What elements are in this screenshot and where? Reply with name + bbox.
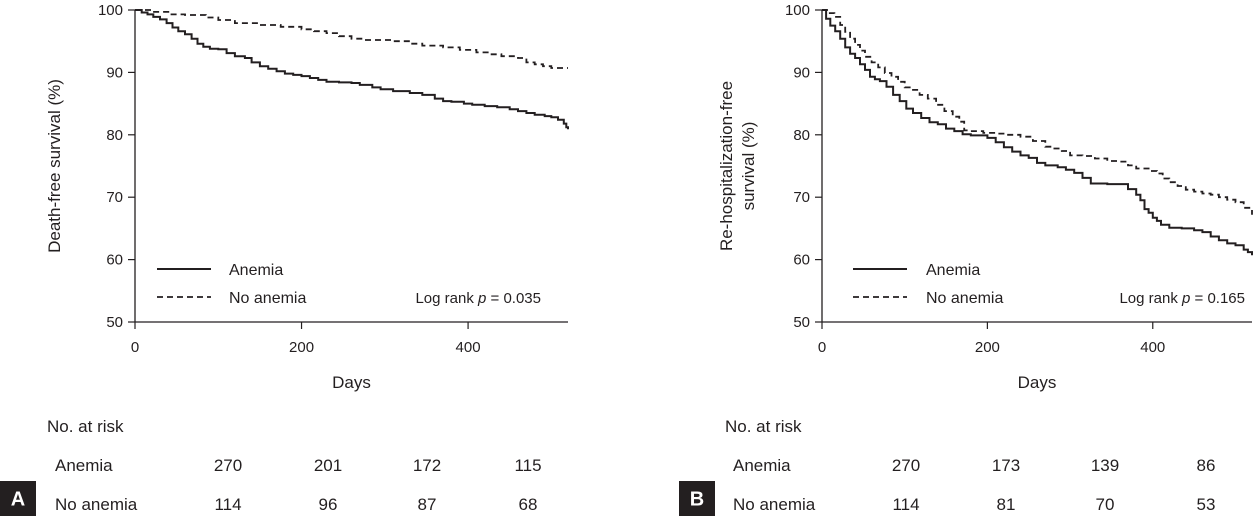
risk-value: 270 (214, 456, 242, 475)
series-line-anemia (135, 9, 569, 130)
y-tick-label: 60 (793, 252, 810, 269)
x-tick-label: 200 (289, 339, 314, 356)
x-tick-label: 200 (975, 339, 1000, 356)
y-tick-label: 100 (98, 2, 123, 19)
risk-table-header: No. at risk (47, 417, 124, 436)
risk-value: 270 (892, 456, 920, 475)
panel-badge (0, 481, 36, 516)
panel-b: 50 60 70 80 90 100 0 200 400 Days Re-hospitalizati… (679, 2, 1253, 516)
panel-letter: A (11, 489, 25, 511)
legend-label: No anemia (926, 290, 1003, 307)
risk-value: 81 (997, 495, 1016, 514)
risk-value: 70 (1096, 495, 1115, 514)
risk-value: 114 (214, 495, 241, 514)
risk-row-label: Anemia (55, 456, 113, 475)
risk-row-label: Anemia (733, 456, 791, 475)
risk-table-header: No. at risk (725, 417, 802, 436)
series-line-no-anemia (822, 9, 1253, 215)
y-axis-title: Re-hospitalization-free survival (%) (717, 81, 758, 251)
log-rank-annotation: Log rank p = 0.035 (415, 290, 541, 307)
risk-value: 201 (314, 456, 342, 475)
y-tick-label: 50 (106, 314, 123, 331)
x-tick-label: 0 (818, 339, 826, 356)
y-tick-label: 80 (793, 127, 810, 144)
risk-row-label: No anemia (55, 495, 138, 514)
log-rank-variable: p (1181, 290, 1190, 307)
legend-label: Anemia (926, 262, 980, 279)
panel-letter: B (690, 489, 704, 511)
risk-value: 173 (992, 456, 1020, 475)
risk-value: 68 (519, 495, 538, 514)
log-rank-annotation: Log rank p = 0.165 (1119, 290, 1245, 307)
y-tick-label: 70 (793, 189, 810, 206)
log-rank-value: = 0.035 (486, 290, 541, 307)
y-tick-label: 90 (793, 64, 810, 81)
log-rank-variable: p (477, 290, 486, 307)
y-tick-label: 60 (106, 252, 123, 269)
y-tick-label: 100 (785, 2, 810, 19)
risk-value: 139 (1091, 456, 1119, 475)
log-rank-prefix: Log rank (1119, 290, 1182, 307)
risk-value: 86 (1197, 456, 1216, 475)
log-rank-value: = 0.165 (1190, 290, 1245, 307)
risk-value: 96 (319, 495, 338, 514)
x-axis-title: Days (332, 373, 371, 392)
risk-value: 53 (1197, 495, 1216, 514)
risk-value: 114 (892, 495, 919, 514)
legend-label: Anemia (229, 262, 283, 279)
y-tick-label: 80 (106, 127, 123, 144)
risk-value: 115 (514, 456, 541, 475)
panel-badge (679, 481, 715, 516)
risk-value: 172 (413, 456, 441, 475)
x-tick-label: 0 (131, 339, 139, 356)
series-line-anemia (822, 9, 1253, 256)
x-axis-title: Days (1018, 373, 1057, 392)
y-tick-label: 70 (106, 189, 123, 206)
risk-row-label: No anemia (733, 495, 816, 514)
x-tick-label: 400 (456, 339, 481, 356)
x-tick-label: 400 (1140, 339, 1165, 356)
risk-value: 87 (418, 495, 437, 514)
legend-label: No anemia (229, 290, 306, 307)
y-tick-label: 90 (106, 64, 123, 81)
y-axis-title-line: Re-hospitalization-free (717, 81, 736, 251)
y-axis-title-line: survival (%) (739, 122, 758, 211)
series-line-no-anemia (135, 9, 568, 69)
panel-a: 50 60 70 80 90 100 0 200 400 Days Death-free survi… (0, 2, 569, 516)
y-tick-label: 50 (793, 314, 810, 331)
y-axis-title: Death-free survival (%) (45, 79, 64, 253)
log-rank-prefix: Log rank (415, 290, 478, 307)
